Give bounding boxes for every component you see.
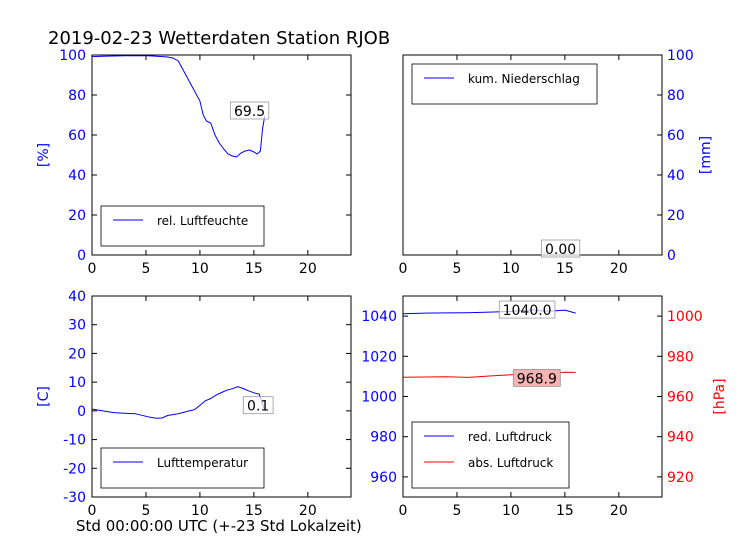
x-tick-label: 20 [299, 503, 317, 519]
y-tick-label: 20 [667, 208, 685, 224]
annotation-label: 0.00 [545, 242, 576, 258]
panel-humidity: 0 5 10 15 20 0 20 40 60 80 100 [%] rel. Luftfeuchte 6… [36, 48, 352, 277]
y-tick-label-right: 1000 [667, 309, 703, 325]
panel-pressure: 0 5 10 15 20 960 980 1000 1020 1040 920 940 960 980 10… [361, 295, 728, 519]
legend: kum. Niederschlag [411, 63, 598, 105]
y-tick-label: 1000 [361, 390, 397, 406]
y-axis-label: [C] [36, 386, 52, 407]
y-axis-label: [%] [36, 143, 52, 167]
legend: rel. Luftfeuchte [100, 205, 265, 247]
annotation-label: 968.9 [517, 371, 557, 387]
x-tick-label: 10 [191, 261, 209, 277]
x-tick-label: 15 [245, 503, 263, 519]
y-tick-label: -10 [63, 433, 86, 449]
x-tick-label: 10 [191, 503, 209, 519]
y-tick-label: 40 [68, 168, 86, 184]
x-tick-label: 5 [452, 261, 461, 277]
y-tick-label: 100 [667, 48, 694, 64]
y-axis-label-right: [hPa] [712, 378, 728, 414]
x-axis-label: Std 00:00:00 UTC (+-23 Std Lokalzeit) [76, 517, 362, 535]
y-tick-label: 40 [68, 289, 86, 305]
legend-label: abs. Luftdruck [468, 456, 553, 470]
legend-box [411, 421, 570, 489]
series-line-temperature-0 [91, 386, 266, 419]
y-tick-label: 960 [370, 470, 397, 486]
x-tick-label: 20 [610, 503, 628, 519]
y-tick-label-right: 940 [667, 430, 694, 446]
y-tick-label: 80 [667, 88, 685, 104]
annotation-label: 1040.0 [503, 303, 552, 319]
annotation-box [229, 101, 270, 120]
y-tick-label: 0 [667, 248, 676, 264]
x-tick-label: 5 [141, 261, 150, 277]
x-tick-label: 0 [88, 503, 97, 519]
panel-precip: 0 5 10 15 20 0 20 40 60 80 100 [mm] kum. Niederschla… [399, 48, 714, 277]
legend-label: rel. Luftfeuchte [157, 214, 248, 228]
axes-frame [402, 295, 663, 498]
y-tick-label: 10 [68, 375, 86, 391]
legend-label: Lufttemperatur [157, 456, 248, 470]
x-tick-label: 20 [610, 261, 628, 277]
y-tick-label: -20 [63, 461, 86, 477]
x-tick-label: 0 [399, 503, 408, 519]
y-tick-label: 1020 [361, 349, 397, 365]
y-tick-label: 60 [68, 128, 86, 144]
legend-box [100, 205, 265, 247]
legend: red. Luftdruck abs. Luftdruck [411, 421, 570, 489]
axes-frame [402, 54, 663, 256]
panel-temperature: 0 5 10 15 20 -30 -20 -10 0 10 20 30 40 [C] Lufttempera… [36, 289, 352, 519]
x-tick-label: 10 [502, 261, 520, 277]
y-tick-label: 40 [667, 168, 685, 184]
axes-frame [91, 54, 352, 256]
legend-label: kum. Niederschlag [468, 72, 580, 86]
x-tick-label: 15 [245, 261, 263, 277]
axes-frame [91, 295, 352, 498]
y-tick-label: 60 [667, 128, 685, 144]
y-tick-label: 20 [68, 208, 86, 224]
x-tick-label: 0 [399, 261, 408, 277]
x-tick-label: 5 [141, 503, 150, 519]
figure-title: 2019-02-23 Wetterdaten Station RJOB [48, 28, 390, 49]
x-tick-label: 5 [452, 503, 461, 519]
y-tick-label: 100 [59, 48, 86, 64]
y-tick-label: -30 [63, 490, 86, 506]
legend-label: red. Luftdruck [468, 430, 552, 444]
annotation-box [242, 396, 274, 415]
y-tick-label: 0 [77, 404, 86, 420]
y-tick-label: 980 [370, 430, 397, 446]
x-tick-label: 20 [299, 261, 317, 277]
y-tick-label-right: 920 [667, 470, 694, 486]
annotation-label: 69.5 [234, 104, 265, 120]
annotation-box [540, 239, 581, 258]
y-tick-label: 20 [68, 346, 86, 362]
legend-box [411, 63, 598, 105]
x-tick-label: 15 [556, 503, 574, 519]
annotation-box [498, 300, 556, 319]
y-axis-label: [mm] [698, 136, 714, 174]
annotation-box [512, 369, 561, 387]
y-tick-label-right: 960 [667, 390, 694, 406]
x-tick-label: 15 [556, 261, 574, 277]
y-tick-label: 30 [68, 318, 86, 334]
legend-box [100, 447, 265, 489]
x-tick-label: 0 [88, 261, 97, 277]
y-tick-label: 1040 [361, 309, 397, 325]
y-tick-label: 80 [68, 88, 86, 104]
annotation-label: 0.1 [247, 399, 269, 415]
x-tick-label: 10 [502, 503, 520, 519]
series-line-humidity-0 [91, 55, 266, 158]
y-tick-label-right: 980 [667, 349, 694, 365]
legend: Lufttemperatur [100, 447, 265, 489]
y-tick-label: 0 [77, 248, 86, 264]
